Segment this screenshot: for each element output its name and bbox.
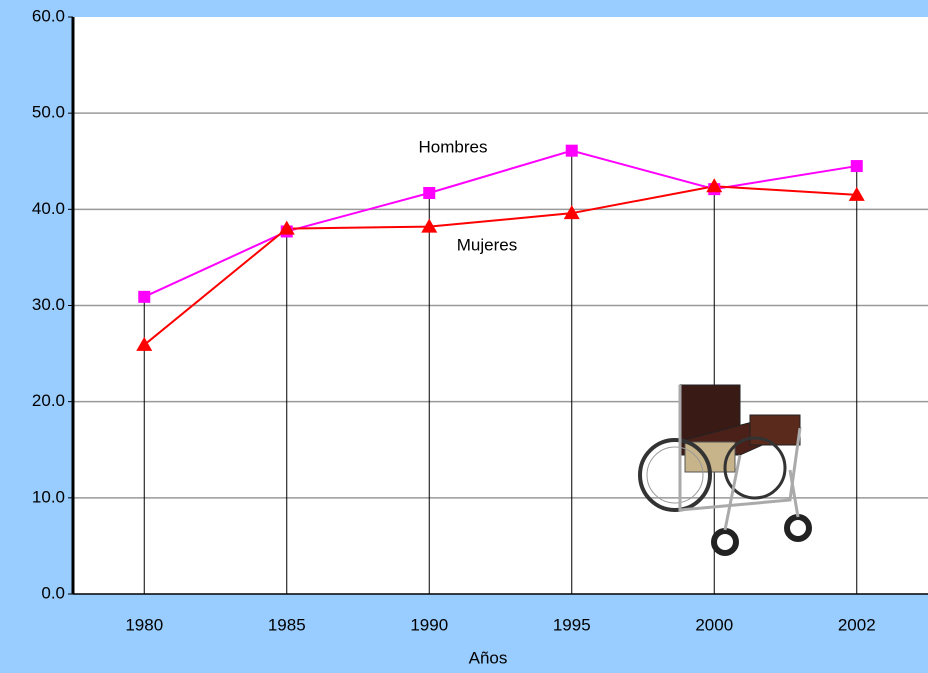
y-tick-label: 40.0 [32, 199, 65, 218]
y-tick-label: 0.0 [41, 583, 65, 602]
marker [423, 187, 435, 199]
marker [851, 160, 863, 172]
x-tick-label: 2000 [695, 615, 733, 634]
y-tick-label: 30.0 [32, 295, 65, 314]
page: body { margin: 0; background: #99ccff; f… [0, 0, 928, 673]
marker [138, 291, 150, 303]
marker [566, 145, 578, 157]
x-tick-label: 1980 [125, 615, 163, 634]
x-tick-label: 2002 [838, 615, 876, 634]
series-label: Hombres [419, 137, 488, 156]
x-tick-label: 1985 [268, 615, 306, 634]
chart: Años Hombres Mujeres 0.0 10.0 20.0 30.0 40.0 5… [0, 0, 928, 673]
x-tick-label: 1995 [553, 615, 591, 634]
y-tick-label: 10.0 [32, 487, 65, 506]
y-tick-label: 60.0 [32, 6, 65, 25]
y-tick-label: 50.0 [32, 103, 65, 122]
y-tick-label: 20.0 [32, 391, 65, 410]
x-axis-title: Años [469, 648, 508, 667]
series-label: Mujeres [457, 235, 517, 254]
page-body: {"chart_data": {"type": "line", "x_label… [0, 0, 928, 673]
x-tick-label: 1990 [410, 615, 448, 634]
